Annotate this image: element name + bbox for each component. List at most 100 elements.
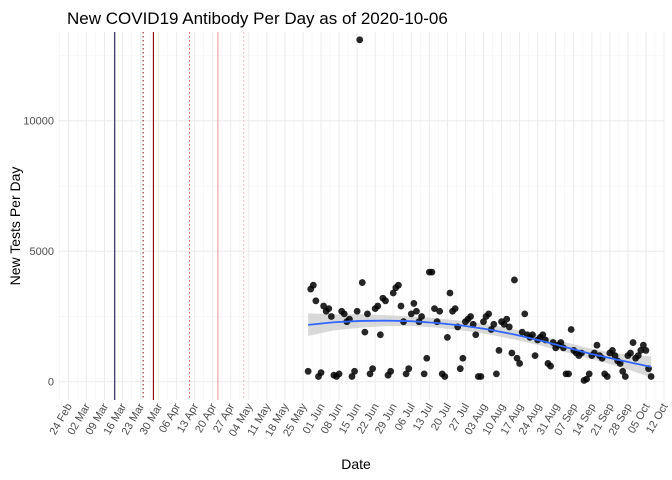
data-point [616,360,624,367]
minor-gridlines [58,32,664,400]
data-point [521,310,529,318]
data-point [480,318,487,326]
data-point [518,328,526,336]
data-point [583,375,591,383]
data-point [387,367,395,375]
data-point [529,331,536,339]
reference-lines [114,32,245,400]
data-point [431,305,438,313]
data-point [467,313,474,320]
smooth-fit-line [308,319,652,368]
data-point [508,349,516,357]
data-point [603,373,611,380]
data-point [356,36,364,44]
data-point [410,300,418,307]
data-point [611,352,619,360]
data-point [423,354,431,362]
data-point [500,320,508,328]
data-point [443,333,451,341]
data-point [335,370,343,378]
data-point [459,354,467,362]
smooth-line [308,319,652,368]
data-point [394,281,402,289]
data-point [495,347,503,354]
data-point [348,373,356,380]
data-point [513,354,521,362]
data-point [472,331,480,339]
data-point [320,302,328,310]
data-point [492,370,500,378]
major-gridlines [58,32,665,400]
data-point [376,331,384,339]
data-point [364,310,371,318]
x-axis-title: Date [341,456,371,472]
data-point [637,347,645,354]
data-point [565,370,572,378]
data-point [428,268,436,276]
confidence-band-area [308,313,652,378]
data-point [634,352,642,360]
data-point [639,341,647,349]
data-point [490,320,498,328]
data-point [485,310,493,318]
y-axis-title: New Tests Per Day [7,167,23,286]
data-point [557,339,565,346]
data-point [317,369,325,376]
data-point [609,347,616,354]
data-point [593,341,601,349]
data-point [567,326,575,333]
data-point [505,323,513,331]
data-point [627,349,634,357]
data-point [405,365,413,373]
data-point [366,370,374,378]
data-points [304,36,655,384]
data-point [389,289,397,297]
data-point [358,279,366,286]
data-point [413,307,420,315]
data-point [420,370,428,378]
data-point [441,373,449,380]
data-point [374,302,382,310]
y-tick-label: 10000 [23,116,54,128]
data-point [327,313,335,320]
data-point [619,367,627,375]
data-point [511,276,518,284]
data-point [369,365,377,373]
chart-title: New COVID19 Antibody Per Day as of 2020-… [67,9,448,28]
data-point [456,365,464,373]
y-tick-label: 0 [48,377,54,389]
data-point [418,313,425,320]
data-point [547,362,554,370]
data-point [312,297,320,305]
data-point [647,373,655,380]
y-axis-ticks: 0 5000 10000 [23,116,54,389]
data-point [477,373,485,380]
data-point [407,310,415,318]
data-point [436,307,444,315]
data-point [446,289,454,297]
data-point [629,339,637,346]
confidence-band [308,313,652,378]
data-point [304,367,312,375]
data-point [531,352,539,360]
data-point [353,307,361,315]
data-point [503,315,511,323]
data-point [361,328,369,336]
data-point [539,331,547,339]
data-point [585,370,593,378]
data-point [309,281,317,289]
y-tick-label: 5000 [30,246,54,258]
data-point [397,302,405,310]
data-point [351,367,358,375]
data-point [382,297,389,305]
data-point [621,373,629,380]
data-point [469,320,477,328]
data-point [642,347,650,354]
data-point [451,305,459,313]
data-point [402,370,410,378]
data-point [516,360,523,367]
data-point [340,310,348,318]
data-point [325,305,333,313]
